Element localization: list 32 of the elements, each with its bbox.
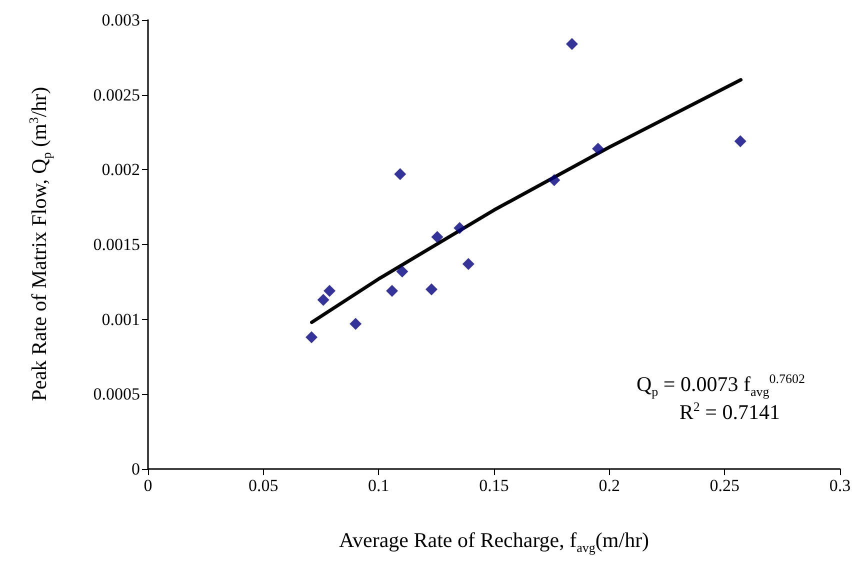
y-tick-label: 0.002 [102,160,140,180]
line-series [310,78,743,324]
x-tick-label: 0.1 [368,476,390,495]
point [734,135,746,148]
x-tick-label: 0.3 [829,476,851,495]
x-tick-label: 0.15 [479,476,509,495]
point [431,231,444,244]
x-tick-label: 0.2 [598,476,620,495]
point [396,265,408,278]
point [462,258,474,270]
x-tick-label: 0 [144,476,152,495]
point [394,168,406,180]
point [324,284,336,297]
y-tick-label: 0 [132,460,140,478]
point [425,283,438,296]
point [306,331,318,344]
point [317,294,330,306]
point [454,222,466,234]
x-tick-label: 0.05 [248,476,278,495]
annotation: R$^{2}$ = 0.7141 [679,399,780,424]
point [350,318,362,330]
y-tick-label: 0.0025 [93,85,140,104]
point [592,142,604,155]
point [386,284,398,297]
y-tick-label: 0.0005 [93,384,140,404]
y-tick-label: 0.0015 [93,235,140,254]
x-tick-label: 0.25 [710,476,740,495]
point [548,174,560,186]
x-axis-title: Average Rate of Recharge, f$_{avg}$(m/hr) [338,528,650,556]
y-tick-label: 0.003 [102,10,140,30]
y-tick-label: 0.001 [102,310,140,329]
point [566,38,578,50]
